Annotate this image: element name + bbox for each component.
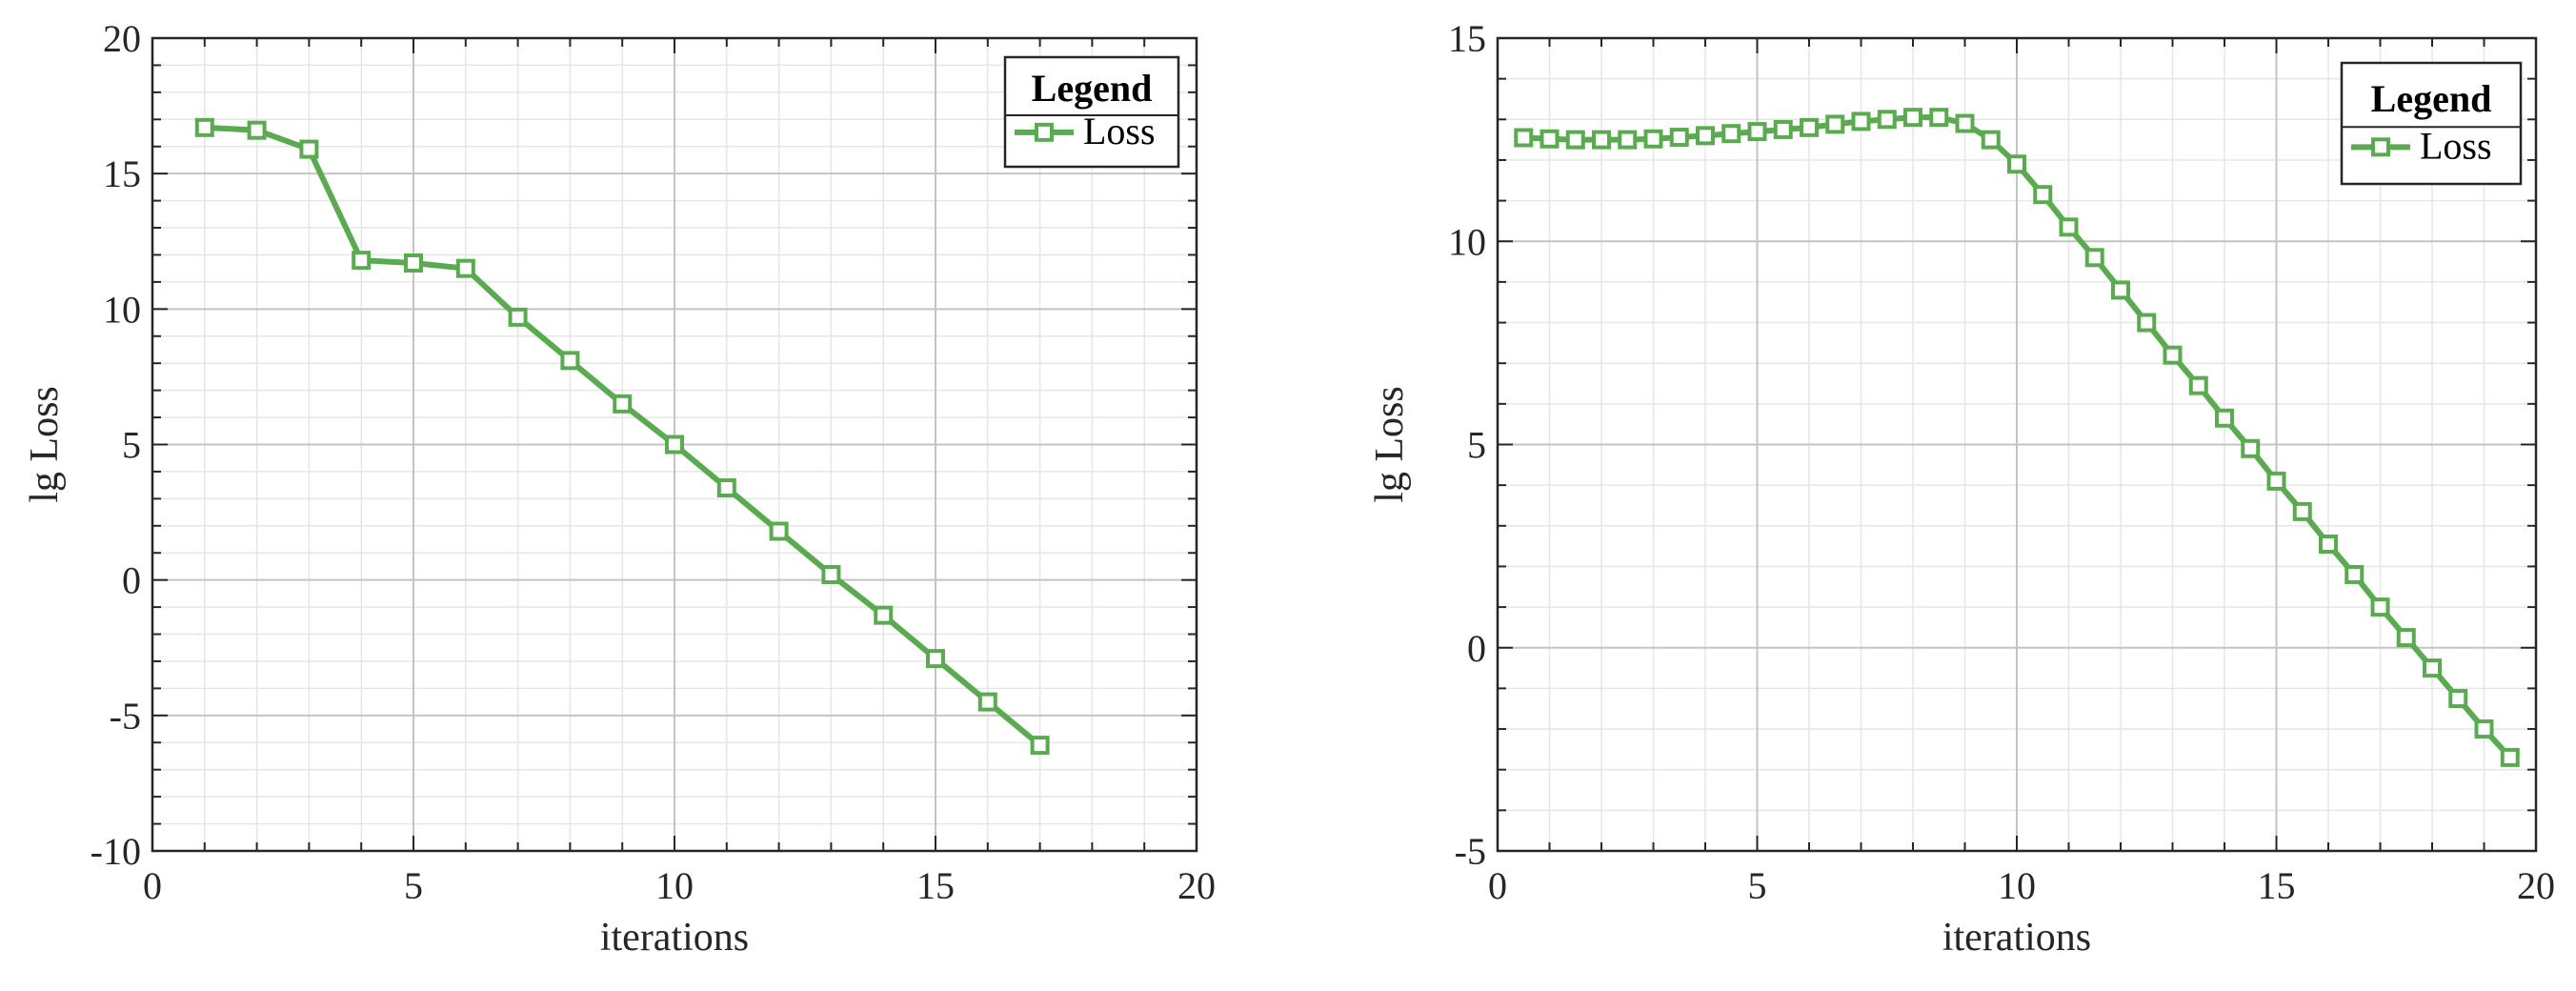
data-point	[1696, 126, 1715, 146]
data-point	[2137, 313, 2157, 333]
data-point	[977, 692, 997, 712]
legend-entry-loss: Loss	[2420, 124, 2492, 167]
data-point	[1903, 108, 1922, 128]
data-point	[508, 307, 528, 327]
x-tick-label: 5	[404, 864, 423, 907]
legend-box	[1003, 55, 1180, 169]
data-point	[2188, 375, 2208, 395]
y-tick-label: 20	[103, 17, 141, 60]
data-point	[2448, 689, 2468, 709]
data-point	[1955, 113, 1975, 133]
data-point	[769, 521, 789, 541]
data-point	[2345, 564, 2365, 584]
data-point	[1030, 736, 1050, 756]
data-point	[2319, 534, 2338, 554]
data-point	[1929, 108, 1949, 128]
data-point	[1643, 129, 1663, 149]
data-point	[1540, 129, 1560, 149]
data-point	[2370, 597, 2390, 617]
y-tick-label: 5	[1467, 424, 1486, 467]
x-tick-label: 20	[2517, 864, 2555, 907]
data-point	[926, 649, 945, 669]
y-tick-label: -5	[110, 695, 141, 738]
data-point	[2423, 658, 2442, 678]
data-point	[1800, 117, 1819, 137]
data-point	[2241, 438, 2261, 458]
data-point	[874, 605, 894, 625]
y-axis-label: lg Loss	[1368, 386, 1412, 503]
y-tick-label: 5	[122, 424, 141, 467]
data-point	[2084, 248, 2104, 268]
x-tick-label: 0	[143, 864, 162, 907]
data-point	[2215, 408, 2234, 428]
legend-title: Legend	[2371, 77, 2492, 120]
chart-left: 0 5 10 15 20 -10 -5 0 5 10 15 20 iterations lg Loss Le…	[23, 17, 1216, 960]
data-point	[1669, 128, 1689, 148]
legend-title: Legend	[1032, 67, 1153, 110]
data-point	[613, 394, 633, 414]
data-point	[247, 120, 267, 140]
x-tick-label: 20	[1177, 864, 1216, 907]
data-point	[2007, 154, 2026, 174]
data-point	[2396, 628, 2416, 648]
data-point	[2266, 471, 2286, 491]
legend-entry-loss: Loss	[1083, 110, 1156, 152]
data-point	[1618, 130, 1638, 150]
y-tick-label: -5	[1455, 830, 1486, 873]
legend-marker-swatch	[2371, 137, 2390, 157]
data-point	[1514, 128, 1534, 148]
y-tick-label: -10	[91, 830, 141, 873]
plot-frame	[151, 36, 1198, 853]
y-tick-label: 15	[103, 152, 141, 195]
data-point	[2059, 217, 2079, 237]
data-point	[2033, 185, 2053, 205]
data-point	[821, 564, 841, 584]
x-axis-label: iterations	[600, 916, 749, 960]
x-tick-label: 15	[2258, 864, 2296, 907]
y-tick-label: 15	[1448, 17, 1486, 60]
data-point	[1877, 110, 1897, 130]
data-point	[404, 253, 423, 273]
data-point	[1592, 130, 1611, 150]
y-tick-label: 10	[103, 288, 141, 331]
data-point	[1747, 122, 1767, 142]
data-point	[2474, 719, 2494, 739]
x-tick-label: 0	[1488, 864, 1507, 907]
data-point	[194, 117, 214, 137]
data-point	[1721, 124, 1741, 144]
data-point	[1565, 130, 1585, 150]
y-tick-label: 0	[1467, 627, 1486, 670]
data-point	[2163, 345, 2183, 365]
data-point	[716, 477, 736, 497]
y-tick-label: 0	[122, 559, 141, 602]
y-axis-label: lg Loss	[23, 386, 67, 503]
legend-marker-swatch	[1035, 122, 1054, 142]
x-tick-label: 10	[655, 864, 694, 907]
data-point	[1851, 111, 1871, 131]
x-axis-label: iterations	[1942, 916, 2091, 960]
data-point	[560, 351, 580, 371]
x-tick-label: 10	[1998, 864, 2036, 907]
data-point	[665, 435, 684, 455]
data-point	[2111, 280, 2130, 300]
data-point	[1981, 130, 2001, 150]
data-point	[455, 258, 475, 278]
x-tick-label: 15	[916, 864, 955, 907]
plot-frame	[1496, 36, 2538, 853]
data-point	[2292, 501, 2312, 521]
data-point	[1773, 119, 1793, 139]
x-tick-label: 5	[1748, 864, 1767, 907]
data-point	[2500, 747, 2520, 767]
legend-box	[2340, 61, 2523, 186]
data-point	[1825, 114, 1845, 134]
data-point	[299, 139, 319, 159]
data-point	[352, 251, 372, 271]
y-tick-label: 10	[1448, 220, 1486, 263]
